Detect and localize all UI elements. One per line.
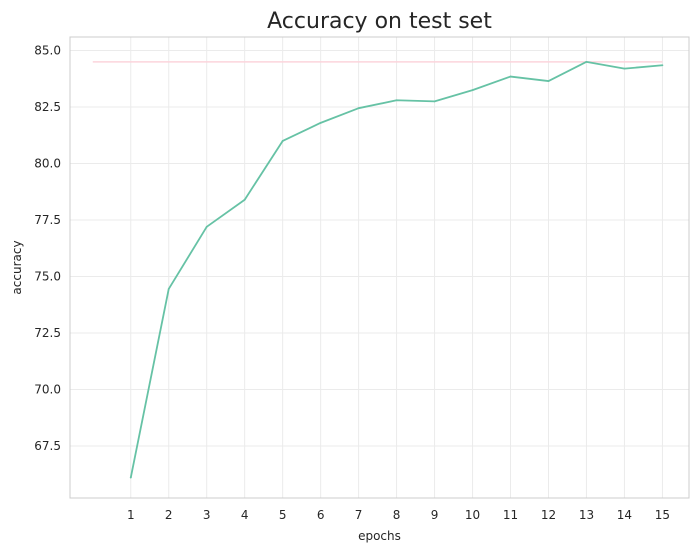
x-tick-label: 10 bbox=[465, 508, 480, 522]
data-point bbox=[281, 140, 284, 142]
data-point bbox=[433, 100, 436, 103]
data-point bbox=[471, 89, 474, 92]
y-tick-label: 75.0 bbox=[34, 270, 61, 284]
x-tick-label: 5 bbox=[279, 508, 287, 522]
x-tick-label: 4 bbox=[241, 508, 249, 522]
data-point bbox=[395, 99, 398, 102]
x-tick-label: 6 bbox=[317, 508, 325, 522]
x-tick-label: 14 bbox=[617, 508, 632, 522]
data-point bbox=[167, 288, 170, 290]
data-point bbox=[243, 198, 246, 201]
x-tick-label: 2 bbox=[165, 508, 173, 522]
x-axis-label: epochs bbox=[358, 529, 401, 543]
data-point bbox=[357, 107, 360, 110]
data-point bbox=[661, 64, 664, 67]
x-tick-label: 8 bbox=[393, 508, 401, 522]
grid bbox=[70, 37, 689, 498]
plot-frame bbox=[69, 36, 690, 499]
x-tick-label: 15 bbox=[655, 508, 670, 522]
y-tick-label: 77.5 bbox=[34, 213, 61, 227]
y-tick-label: 80.0 bbox=[34, 157, 61, 171]
data-point bbox=[205, 225, 208, 228]
y-tick-label: 72.5 bbox=[34, 326, 61, 340]
y-tick-label: 82.5 bbox=[34, 100, 61, 114]
data-point bbox=[319, 121, 322, 124]
y-tick-label: 67.5 bbox=[34, 439, 61, 453]
x-tick-label: 13 bbox=[579, 508, 594, 522]
y-tick-labels: 67.5 70.0 72.5 75.0 77.5 80.0 82.5 85.0 bbox=[34, 44, 61, 453]
x-tick-label: 9 bbox=[431, 508, 439, 522]
x-tick-label: 3 bbox=[203, 508, 211, 522]
y-axis-label: accuracy bbox=[10, 240, 24, 294]
data-point bbox=[129, 476, 132, 479]
chart-title: Accuracy on test set bbox=[267, 9, 492, 34]
series-layer bbox=[129, 60, 664, 479]
y-tick-label: 85.0 bbox=[34, 44, 61, 58]
data-point bbox=[585, 60, 588, 63]
data-point bbox=[623, 67, 626, 70]
data-point bbox=[547, 80, 550, 82]
x-tick-labels: 1 2 3 4 5 6 7 8 9 10 11 12 13 14 15 bbox=[127, 508, 670, 522]
x-tick-label: 1 bbox=[127, 508, 135, 522]
x-tick-label: 12 bbox=[541, 508, 556, 522]
x-tick-label: 7 bbox=[355, 508, 363, 522]
data-point bbox=[509, 75, 512, 78]
y-tick-label: 70.0 bbox=[34, 383, 61, 397]
x-tick-label: 11 bbox=[503, 508, 518, 522]
